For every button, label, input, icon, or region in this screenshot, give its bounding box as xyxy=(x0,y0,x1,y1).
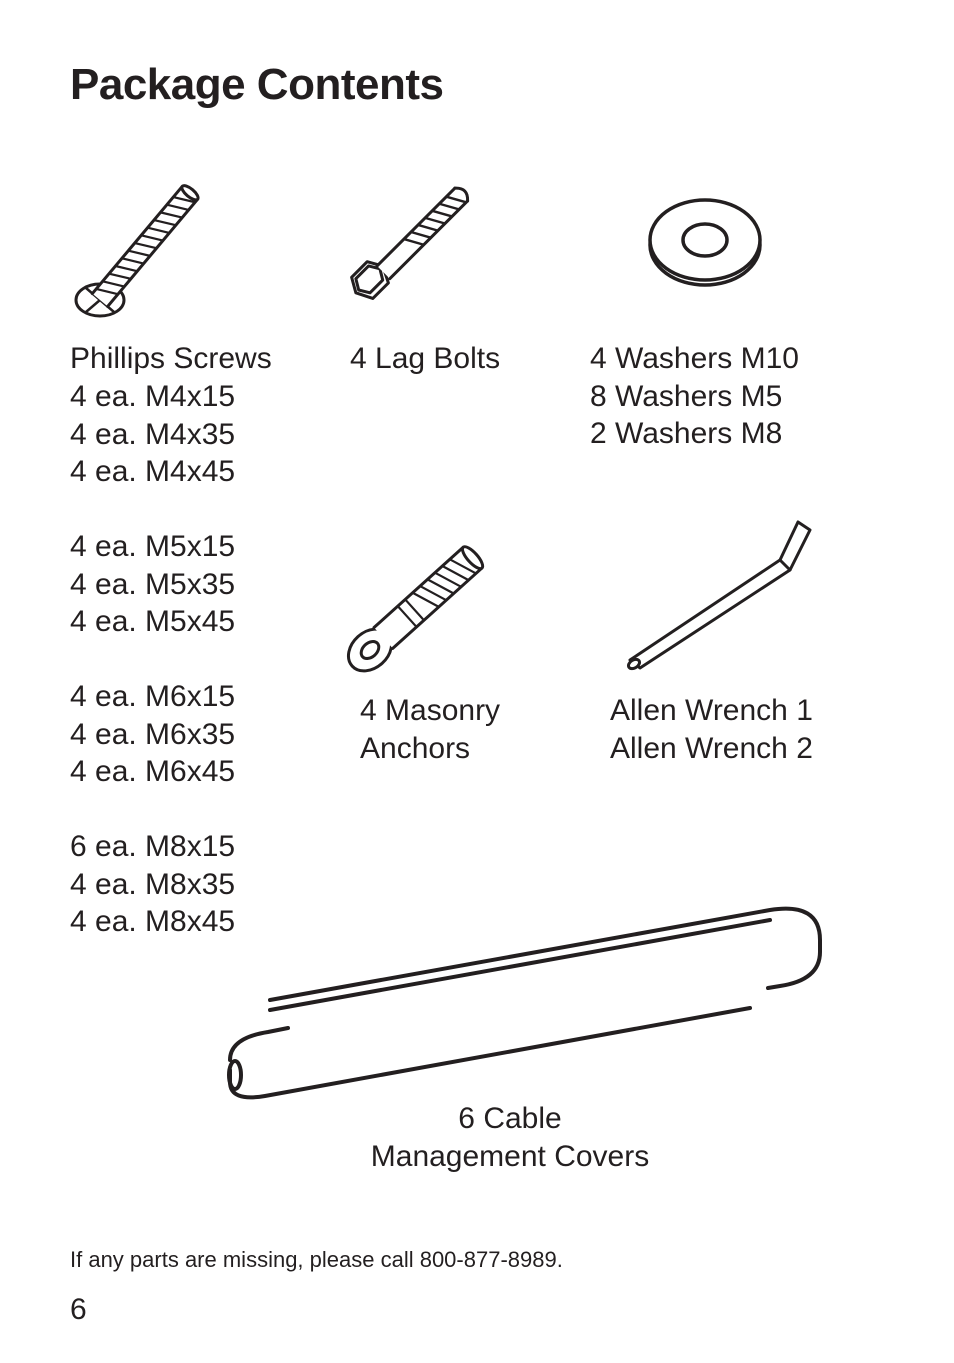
masonry-anchor-icon xyxy=(340,510,520,680)
allen-label: Allen Wrench 1 Allen Wrench 2 xyxy=(610,692,813,767)
cable-cover-icon xyxy=(210,880,850,1110)
lag-bolts-label: 4 Lag Bolts xyxy=(350,340,500,378)
cable-line1: 6 Cable xyxy=(458,1102,561,1135)
washer-icon xyxy=(640,190,770,300)
phillips-screw-icon xyxy=(70,140,240,330)
cable-label: 6 Cable Management Covers xyxy=(330,1100,690,1175)
page-number: 6 xyxy=(70,1293,87,1327)
masonry-line1: 4 Masonry xyxy=(360,694,500,727)
allen-line2: Allen Wrench 2 xyxy=(610,732,813,765)
phillips-list: 4 ea. M4x15 4 ea. M4x35 4 ea. M4x45 4 ea… xyxy=(70,378,235,941)
masonry-line2: Anchors xyxy=(360,732,470,765)
lag-bolt-icon xyxy=(340,160,520,320)
footer-note: If any parts are missing, please call 80… xyxy=(70,1247,563,1273)
allen-line1: Allen Wrench 1 xyxy=(610,694,813,727)
cable-line2: Management Covers xyxy=(371,1140,649,1173)
masonry-label: 4 Masonry Anchors xyxy=(360,692,500,767)
phillips-heading: Phillips Screws xyxy=(70,340,272,378)
contents-grid: Phillips Screws 4 ea. M4x15 4 ea. M4x35 … xyxy=(70,140,884,1200)
page-title: Package Contents xyxy=(70,60,884,110)
allen-wrench-icon xyxy=(610,510,820,680)
washers-list: 4 Washers M10 8 Washers M5 2 Washers M8 xyxy=(590,340,799,453)
